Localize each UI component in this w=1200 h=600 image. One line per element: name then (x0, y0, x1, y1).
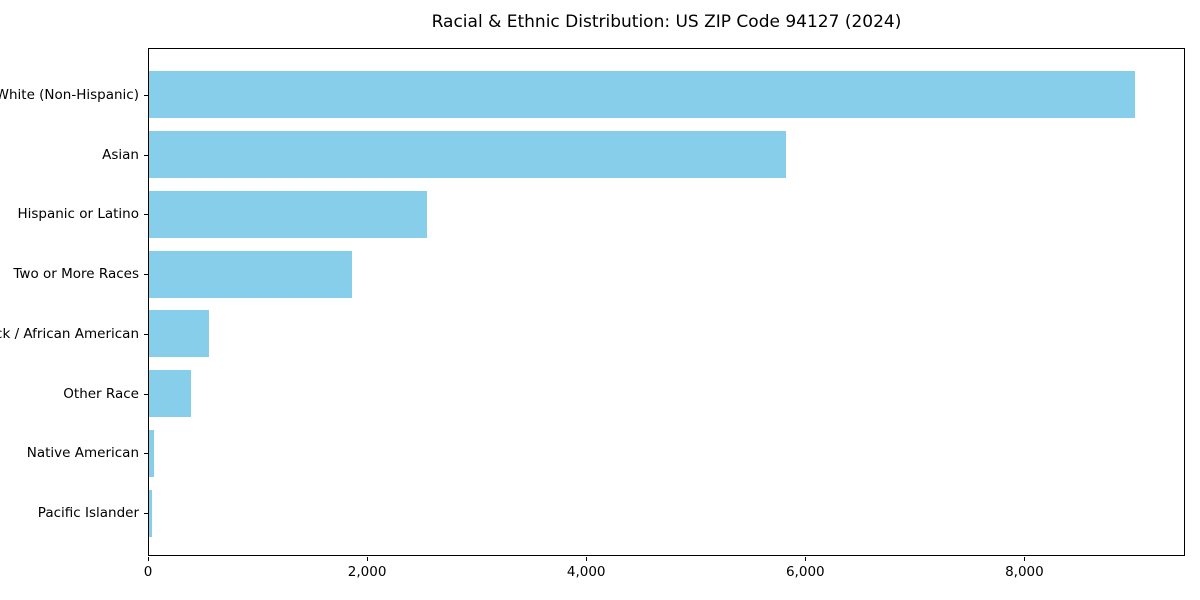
plot-area: White (Non-Hispanic) Asian Hispanic or L… (0, 48, 1185, 556)
x-tick-mark (585, 557, 587, 561)
chart-row: Asian (102, 125, 1184, 185)
plot-rows: White (Non-Hispanic) Asian Hispanic or L… (0, 49, 1184, 555)
chart-row: Pacific Islander (38, 483, 1184, 543)
chart-row: White (Non-Hispanic) (0, 65, 1184, 125)
chart-title: Racial & Ethnic Distribution: US ZIP Cod… (431, 12, 902, 32)
x-tick-label: 2,000 (347, 564, 387, 580)
bar (149, 429, 155, 477)
chart-row: Native American (27, 424, 1184, 484)
y-tick-label: Two or More Races (13, 266, 139, 283)
bar (149, 489, 152, 537)
bar (149, 370, 191, 418)
x-tick-label: 0 (143, 564, 153, 580)
x-tick-label: 4,000 (566, 564, 606, 580)
y-tick-label: White (Non-Hispanic) (0, 86, 139, 103)
y-tick-mark (144, 154, 148, 156)
y-tick-mark (144, 333, 148, 335)
y-tick-label: Pacific Islander (37, 505, 139, 522)
chart-row: Other Race (63, 364, 1184, 424)
y-tick-mark (144, 274, 148, 276)
y-tick-label: Hispanic or Latino (17, 206, 139, 223)
y-tick-label: Asian (102, 146, 139, 163)
x-tick-mark (147, 557, 149, 561)
chart-row: Hispanic or Latino (17, 185, 1184, 245)
y-tick-mark (144, 513, 148, 515)
bar (149, 71, 1135, 119)
bar (149, 250, 352, 298)
x-tick-mark (366, 557, 368, 561)
x-tick-mark (1023, 557, 1025, 561)
chart-row: Black / African American (0, 304, 1184, 364)
y-tick-mark (144, 393, 148, 395)
bar (149, 131, 787, 179)
x-tick-label: 6,000 (785, 564, 825, 580)
y-tick-mark (144, 94, 148, 96)
x-tick-label: 8,000 (1005, 564, 1044, 580)
y-tick-mark (144, 453, 148, 455)
chart-row: Two or More Races (13, 244, 1184, 304)
y-tick-mark (144, 214, 148, 216)
bar (149, 310, 210, 358)
bar (149, 190, 427, 238)
y-tick-label: Black / African American (0, 325, 139, 342)
x-tick-mark (804, 557, 806, 561)
x-axis: 0 2,000 4,000 6,000 8,000 (144, 556, 1185, 586)
y-tick-label: Native American (26, 445, 139, 462)
y-tick-label: Other Race (63, 385, 139, 402)
